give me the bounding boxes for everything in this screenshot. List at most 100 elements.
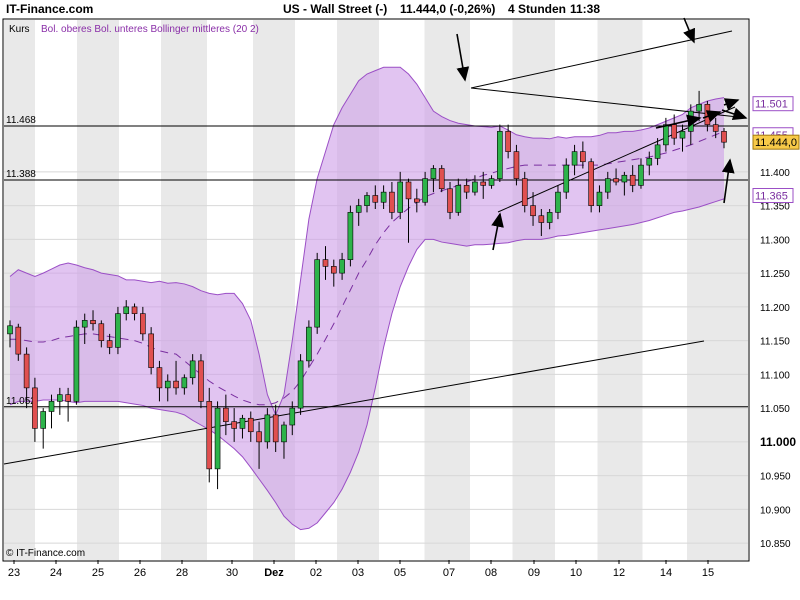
candle-body-up: [48, 401, 55, 412]
candle-body-up: [455, 185, 462, 213]
candle-body-down: [90, 320, 96, 325]
candle: [663, 117, 669, 152]
candle: [322, 246, 329, 280]
candle: [73, 320, 80, 405]
candle: [638, 158, 644, 189]
candle: [355, 198, 362, 226]
candle-body-up: [497, 131, 503, 179]
last-quote: 11.444,0 (-0,26%): [400, 2, 496, 16]
bollinger-band-area: [10, 67, 724, 530]
candle: [563, 158, 570, 199]
candle: [604, 171, 611, 199]
candle-body-down: [98, 323, 105, 341]
candle-body-down: [629, 174, 636, 186]
candle-body-down: [322, 259, 329, 267]
candle: [198, 354, 204, 409]
candle-body-up: [264, 414, 271, 443]
x-tick-label: 26: [134, 567, 146, 579]
x-tick-label: 24: [50, 567, 62, 579]
candle: [181, 374, 188, 395]
bollinger-lower-line: [9, 198, 725, 531]
candle-body-down: [389, 191, 395, 213]
candle: [364, 192, 370, 213]
candle-body-down: [256, 431, 262, 443]
candle: [90, 310, 96, 331]
candle: [405, 178, 412, 243]
last-price-box: 11.444,0: [752, 134, 800, 150]
candle: [106, 333, 113, 355]
candle-body-down: [15, 326, 22, 355]
x-tick-label: 10: [570, 567, 582, 579]
y-tick-label: 11.250: [760, 269, 790, 280]
candle-body-up: [696, 104, 702, 112]
candle-body-up: [397, 181, 404, 213]
candle: [555, 185, 561, 220]
candle-body-down: [131, 306, 138, 314]
candle: [472, 175, 478, 196]
candle: [480, 171, 487, 199]
candle: [497, 124, 503, 182]
x-tick-label: 07: [443, 567, 455, 579]
candle-body-down: [156, 367, 163, 389]
candle: [447, 182, 453, 220]
y-tick-label: 11.100: [760, 370, 790, 381]
candle-body-up: [289, 407, 296, 426]
candle: [123, 300, 130, 321]
arrow-top-right: [683, 17, 695, 44]
candle: [488, 175, 495, 189]
candle: [588, 158, 594, 213]
x-tick-label: 12: [613, 567, 625, 579]
candle: [81, 313, 88, 344]
bollinger-upper-line: [9, 66, 725, 417]
y-tick-label: 11.000: [760, 435, 796, 449]
candle-body-up: [347, 212, 354, 260]
candle: [546, 209, 553, 230]
candle-body-down: [173, 380, 179, 389]
arrow-mid-1: [655, 114, 702, 129]
y-tick-label: 11.400: [760, 168, 790, 179]
candle: [264, 408, 271, 449]
candle: [621, 171, 628, 196]
candle-body-up: [164, 380, 171, 389]
candle: [7, 320, 13, 348]
candle-body-down: [505, 131, 511, 152]
candle-body-down: [447, 188, 453, 213]
candle: [654, 138, 661, 166]
candle: [189, 354, 196, 385]
candle-body-up: [380, 191, 387, 203]
candle: [455, 178, 462, 216]
candle-body-up: [546, 212, 553, 223]
candle-body-up: [115, 313, 121, 348]
candle-body-up: [123, 306, 130, 314]
candle-body-up: [73, 326, 80, 402]
candle-body-up: [189, 360, 196, 379]
candle: [397, 171, 404, 220]
candle-body-up: [339, 259, 345, 274]
candle-body-down: [671, 124, 677, 139]
candle-body-up: [472, 181, 478, 193]
candle: [57, 387, 63, 415]
band-value-text: 11.365: [755, 191, 788, 203]
chart-interval: 4 Stunden: [508, 2, 567, 16]
x-tick-label: 08: [485, 567, 497, 579]
x-tick-label: Dez: [264, 567, 284, 579]
long-trend-line: [3, 340, 705, 465]
candle-body-down: [223, 407, 229, 422]
candle-body-down: [206, 401, 213, 470]
candle-body-up: [571, 151, 578, 166]
candle-body-up: [57, 394, 63, 402]
y-tick-label: 10.950: [760, 472, 791, 483]
candle-body-up: [654, 144, 661, 159]
candle: [380, 185, 387, 209]
candle-body-down: [613, 178, 619, 183]
arrow-right-2: [723, 98, 740, 111]
candle: [98, 320, 105, 348]
candle-body-up: [281, 424, 287, 443]
candle: [65, 387, 71, 422]
arrow-bottom-left: [491, 212, 504, 251]
candle: [23, 347, 30, 409]
candle-body-down: [32, 387, 38, 429]
candle: [140, 306, 146, 341]
y-tick-label: 11.050: [760, 404, 790, 415]
candle-body-down: [438, 168, 445, 190]
